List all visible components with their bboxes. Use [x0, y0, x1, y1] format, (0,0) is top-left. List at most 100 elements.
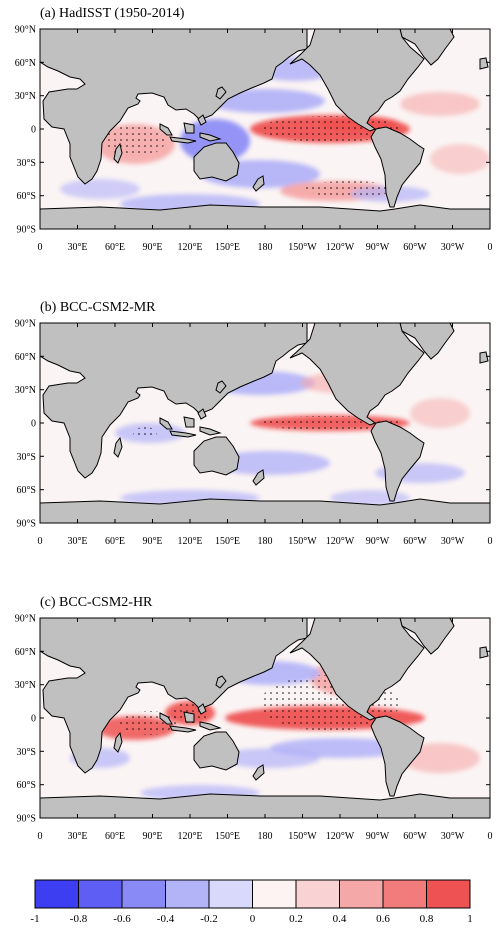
lat-label: 90°S	[16, 814, 36, 825]
lat-label: 30°S	[16, 747, 36, 758]
lon-label: 30°W	[441, 242, 465, 253]
lon-label: 150°W	[288, 242, 317, 253]
lon-label: 150°W	[288, 831, 317, 842]
colorbar-bin	[208, 879, 253, 909]
lon-label: 0	[488, 242, 493, 253]
lon-label: 30°W	[441, 831, 465, 842]
lon-label: 90°W	[366, 242, 390, 253]
colorbar-tick-label: 0.6	[376, 913, 390, 925]
lat-label: 30°N	[15, 385, 36, 396]
lat-label: 30°S	[16, 452, 36, 463]
lat-label: 60°S	[16, 780, 36, 791]
colorbar: -1 -0.8 -0.6 -0.4 -0.2 0 0.2 0.4 0.6 0.8 1	[30, 879, 473, 925]
lon-label: 60°E	[105, 831, 125, 842]
anomaly-patch	[60, 179, 140, 199]
colorbar-tick-label: 1	[467, 913, 473, 925]
lon-label: 180	[258, 242, 273, 253]
colorbar-tick-label: -0.8	[70, 913, 88, 925]
lat-label: 30°N	[15, 680, 36, 691]
lat-label: 90°N	[15, 614, 36, 625]
lon-label: 150°E	[215, 242, 240, 253]
panel-title: (c) BCC-CSM2-HR	[40, 595, 153, 610]
colorbar-bin	[252, 879, 297, 909]
lat-label: 60°N	[15, 647, 36, 658]
lon-label: 150°W	[288, 536, 317, 547]
colorbar-bin	[165, 879, 210, 909]
lon-label: 120°W	[326, 242, 355, 253]
colorbar-tick-label: 0.2	[289, 913, 303, 925]
colorbar-tick-label: -1	[30, 913, 39, 925]
lat-label: 60°N	[15, 352, 36, 363]
colorbar-tick-label: 0.4	[333, 913, 347, 925]
colorbar-bin	[339, 879, 384, 909]
lat-label: 90°S	[16, 519, 36, 530]
lon-label: 90°E	[142, 831, 162, 842]
lon-label: 0	[38, 831, 43, 842]
lon-label: 90°E	[142, 242, 162, 253]
lon-label: 60°E	[105, 536, 125, 547]
lon-label: 90°W	[366, 831, 390, 842]
map-panel: (b) BCC-CSM2-MR 90°N 60°N 30°N 0 30°S 60°S 90°S…	[15, 300, 493, 547]
lat-label: 90°S	[16, 225, 36, 236]
lon-label: 90°W	[366, 536, 390, 547]
anomaly-patch	[210, 451, 330, 475]
lon-label: 150°E	[215, 831, 240, 842]
lon-label: 0	[488, 831, 493, 842]
lat-label: 0	[31, 419, 36, 430]
lat-label: 90°N	[15, 319, 36, 330]
map-panel: (c) BCC-CSM2-HR 90°N 60°N 30°N 0 30°S 60°S 90°S…	[15, 595, 493, 842]
lon-label: 30°E	[67, 536, 87, 547]
lat-label: 30°S	[16, 158, 36, 169]
colorbar-bin	[121, 879, 166, 909]
lon-label: 90°E	[142, 536, 162, 547]
colorbar-tick-label: 0.8	[420, 913, 434, 925]
lon-label: 120°E	[177, 831, 202, 842]
anomaly-patch	[430, 144, 490, 174]
lat-label: 30°N	[15, 91, 36, 102]
colorbar-bin	[78, 879, 123, 909]
significance-stippling	[305, 181, 395, 197]
colorbar-tick-label: 0	[250, 913, 256, 925]
colorbar-bin	[426, 879, 471, 909]
lon-label: 120°E	[177, 242, 202, 253]
lon-label: 60°W	[403, 536, 427, 547]
lon-label: 0	[38, 536, 43, 547]
panel-title: (b) BCC-CSM2-MR	[40, 300, 156, 315]
lon-label: 120°W	[326, 536, 355, 547]
colorbar-bin	[382, 879, 427, 909]
significance-stippling	[105, 125, 165, 157]
panel-title: (a) HadISST (1950-2014)	[40, 6, 185, 21]
anomaly-patch	[400, 92, 480, 116]
colorbar-bin	[295, 879, 340, 909]
panels-layer: (a) HadISST (1950-2014) 90°N 60°N 30°N 0 30°S…	[15, 6, 493, 842]
lon-label: 60°W	[403, 831, 427, 842]
lon-label: 0	[488, 536, 493, 547]
colorbar-tick-label: -0.4	[157, 913, 175, 925]
lat-label: 60°N	[15, 58, 36, 69]
lon-label: 60°W	[403, 242, 427, 253]
colorbar-bin	[34, 879, 79, 909]
lon-label: 30°E	[67, 242, 87, 253]
colorbar-tick-label: -0.6	[113, 913, 131, 925]
lon-label: 30°W	[441, 536, 465, 547]
lat-label: 0	[31, 714, 36, 725]
lat-label: 60°S	[16, 191, 36, 202]
lat-label: 90°N	[15, 25, 36, 36]
lon-label: 60°E	[105, 242, 125, 253]
lon-label: 0	[38, 242, 43, 253]
anomaly-patch	[410, 398, 470, 428]
lon-label: 120°E	[177, 536, 202, 547]
lon-label: 180	[258, 831, 273, 842]
map-panel: (a) HadISST (1950-2014) 90°N 60°N 30°N 0 30°S…	[15, 6, 493, 253]
lon-label: 120°W	[326, 831, 355, 842]
lat-label: 0	[31, 125, 36, 136]
lon-label: 180	[258, 536, 273, 547]
significance-stippling	[133, 427, 157, 439]
lon-label: 30°E	[67, 831, 87, 842]
lon-label: 150°E	[215, 536, 240, 547]
lat-label: 60°S	[16, 485, 36, 496]
